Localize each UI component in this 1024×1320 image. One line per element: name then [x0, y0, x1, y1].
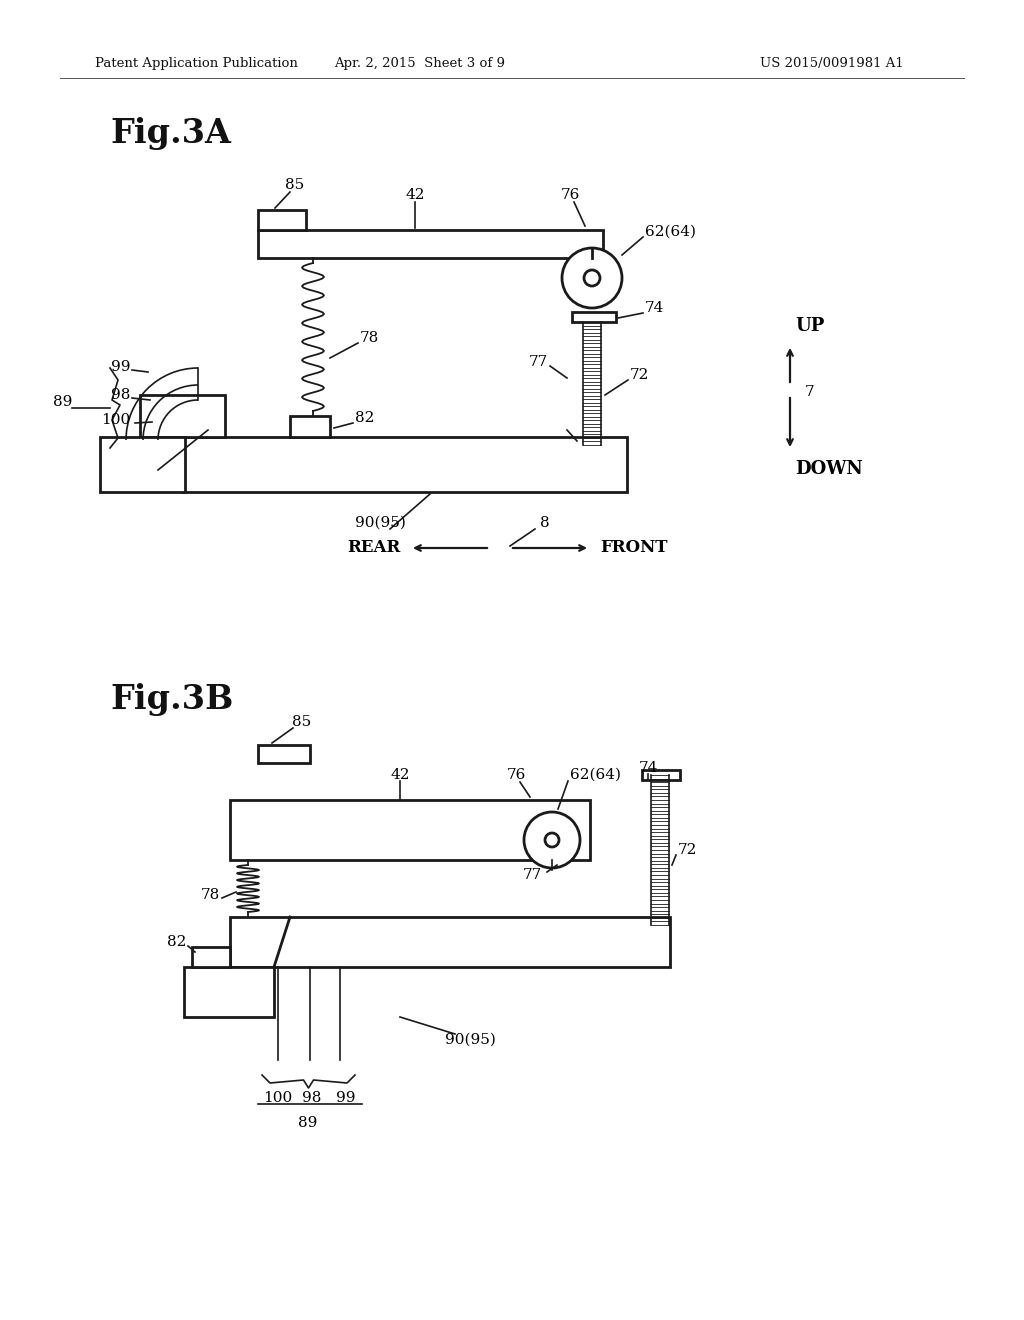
Text: 42: 42 [406, 187, 425, 202]
Text: 82: 82 [167, 935, 186, 949]
Text: 76: 76 [506, 768, 525, 781]
Text: Fig.3B: Fig.3B [110, 684, 233, 717]
Text: 100: 100 [100, 413, 130, 426]
Text: 82: 82 [355, 411, 375, 425]
Bar [258, 230, 603, 257]
Circle shape [562, 248, 622, 308]
Text: 85: 85 [286, 178, 304, 191]
Bar [230, 800, 590, 861]
Text: DOWN: DOWN [795, 459, 863, 478]
Text: 72: 72 [678, 843, 697, 857]
Text: 90(95): 90(95) [444, 1034, 496, 1047]
Text: 78: 78 [201, 888, 220, 902]
Text: 98: 98 [302, 1092, 322, 1105]
Text: 42: 42 [390, 768, 410, 781]
Text: 99: 99 [111, 360, 130, 374]
Bar [258, 210, 306, 230]
Bar [290, 416, 330, 437]
Text: 74: 74 [645, 301, 665, 315]
Text: 72: 72 [630, 368, 649, 381]
Text: Apr. 2, 2015  Sheet 3 of 9: Apr. 2, 2015 Sheet 3 of 9 [335, 57, 506, 70]
Text: Patent Application Publication: Patent Application Publication [95, 57, 298, 70]
Text: 99: 99 [336, 1092, 355, 1105]
Text: 85: 85 [293, 715, 311, 729]
Text: Fig.3A: Fig.3A [110, 116, 230, 149]
Text: 7: 7 [805, 385, 815, 399]
Text: 89: 89 [52, 395, 72, 409]
Text: 100: 100 [263, 1092, 293, 1105]
Text: US 2015/0091981 A1: US 2015/0091981 A1 [760, 57, 904, 70]
Text: FRONT: FRONT [600, 540, 668, 557]
Text: 62(64): 62(64) [570, 768, 621, 781]
Bar [193, 946, 230, 968]
Text: 78: 78 [360, 331, 379, 345]
Text: 8: 8 [541, 516, 550, 531]
Circle shape [545, 833, 559, 847]
Text: 77: 77 [522, 869, 542, 882]
Bar [100, 437, 185, 492]
Bar [182, 437, 627, 492]
Bar [572, 312, 616, 322]
Bar [230, 917, 670, 968]
Text: REAR: REAR [347, 540, 400, 557]
Text: 98: 98 [111, 388, 130, 403]
Bar [642, 770, 680, 780]
Text: 89: 89 [298, 1115, 317, 1130]
Text: 74: 74 [638, 762, 657, 775]
Text: 62(64): 62(64) [645, 224, 696, 239]
Circle shape [584, 271, 600, 286]
Circle shape [524, 812, 580, 869]
Text: UP: UP [795, 317, 824, 335]
Text: 76: 76 [560, 187, 580, 202]
Bar [140, 395, 225, 437]
Bar [258, 744, 310, 763]
Bar [184, 968, 274, 1016]
Text: 90(95): 90(95) [354, 516, 406, 531]
Text: 77: 77 [528, 355, 548, 370]
